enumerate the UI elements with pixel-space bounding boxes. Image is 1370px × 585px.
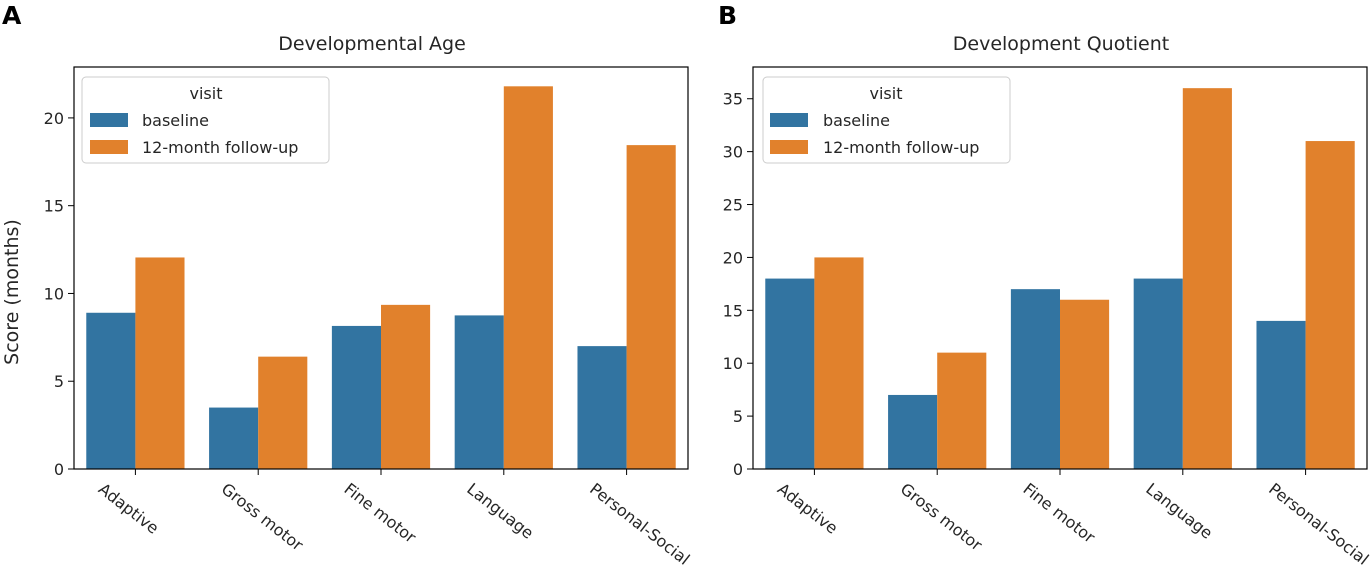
panel-a-bars bbox=[86, 86, 676, 469]
panel-b-legend-swatch-baseline bbox=[770, 113, 808, 127]
panel-b-bar-language-baseline bbox=[1133, 278, 1183, 469]
panel-a-xticks: Adaptive Gross motor Fine motor Language Per… bbox=[95, 469, 693, 569]
panel-b-xtick-label-gross-motor: Gross motor bbox=[897, 479, 986, 555]
panel-a-xtick-label-personal-social: Personal-Social bbox=[586, 479, 693, 569]
panel-b-bar-gross-motor-followup bbox=[937, 352, 987, 469]
panel-b-bar-personal-social-baseline bbox=[1256, 320, 1306, 469]
panel-a-legend-swatch-followup bbox=[90, 140, 128, 154]
panel-b-bar-adaptive-baseline bbox=[765, 278, 815, 469]
panel-a-ytick-label-0: 0 bbox=[54, 460, 64, 479]
panel-a-bar-personal-social-followup bbox=[626, 145, 676, 469]
panel-a-ylabel: Score (months) bbox=[1, 219, 23, 365]
panel-b-ytick-label-15: 15 bbox=[723, 301, 743, 320]
panel-a-legend-swatch-baseline bbox=[90, 113, 128, 127]
panel-a-bar-gross-motor-baseline bbox=[209, 407, 259, 469]
panel-a-ytick-label-15: 15 bbox=[44, 197, 64, 216]
panel-b-xtick-label-adaptive: Adaptive bbox=[774, 479, 841, 538]
panel-b-bar-language-followup bbox=[1182, 88, 1232, 469]
panel-a-legend-box bbox=[81, 76, 330, 164]
panel-b-bar-personal-social-followup bbox=[1305, 141, 1355, 470]
panel-b-xtick-label-language: Language bbox=[1142, 479, 1216, 543]
panel-b-yticks: 0 5 10 15 20 25 30 35 bbox=[723, 90, 753, 479]
panel-a-ytick-label-5: 5 bbox=[54, 372, 64, 391]
panel-a-ytick-label-20: 20 bbox=[44, 109, 64, 128]
panel-b-bar-fine-motor-baseline bbox=[1010, 289, 1060, 469]
panel-b-xtick-label-personal-social: Personal-Social bbox=[1265, 479, 1370, 569]
panel-b-ytick-label-5: 5 bbox=[733, 407, 743, 426]
panel-a-bar-fine-motor-followup bbox=[381, 304, 431, 469]
panel-b-ytick-label-35: 35 bbox=[723, 90, 743, 109]
panel-a-label: A bbox=[2, 1, 22, 30]
panel-b-legend-swatch-followup bbox=[770, 140, 808, 154]
panel-b-ytick-label-10: 10 bbox=[723, 354, 743, 373]
panel-a-xtick-label-fine-motor: Fine motor bbox=[341, 479, 420, 547]
panel-a-legend-label-baseline: baseline bbox=[142, 111, 209, 130]
panel-a-bar-adaptive-baseline bbox=[86, 312, 136, 469]
panel-b-ytick-label-0: 0 bbox=[733, 460, 743, 479]
panel-b-bar-gross-motor-baseline bbox=[888, 394, 938, 469]
panel-a-legend-title: visit bbox=[190, 84, 223, 103]
panel-b-legend: visit baseline 12-month follow-up bbox=[762, 76, 1011, 164]
panel-b: B Development Quotient 0 5 10 15 20 25 30 35 Ad… bbox=[718, 1, 1370, 569]
panel-a-ytick-label-10: 10 bbox=[44, 284, 64, 303]
panel-b-label: B bbox=[718, 1, 737, 30]
panel-b-ytick-label-25: 25 bbox=[723, 196, 743, 215]
panel-b-legend-label-followup: 12-month follow-up bbox=[823, 138, 979, 157]
panel-a-bar-personal-social-baseline bbox=[577, 346, 627, 469]
panel-b-legend-label-baseline: baseline bbox=[823, 111, 890, 130]
panel-b-ytick-label-20: 20 bbox=[723, 248, 743, 267]
panel-a-xtick-label-adaptive: Adaptive bbox=[95, 479, 162, 538]
panel-a-title: Developmental Age bbox=[278, 33, 466, 55]
panel-a: A Developmental Age Score (months) 0 5 10 1… bbox=[1, 1, 693, 569]
panel-a-yticks: 0 5 10 15 20 bbox=[44, 109, 74, 479]
panel-b-xticks: Adaptive Gross motor Fine motor Language Per… bbox=[774, 469, 1370, 569]
panel-a-axes-frame bbox=[73, 66, 689, 470]
panel-a-bar-fine-motor-baseline bbox=[331, 325, 381, 469]
panel-a-xtick-label-language: Language bbox=[463, 479, 537, 543]
panel-a-xtick-label-gross-motor: Gross motor bbox=[218, 479, 307, 555]
panel-a-bar-gross-motor-followup bbox=[258, 356, 308, 469]
panel-b-title: Development Quotient bbox=[953, 33, 1169, 55]
panel-a-bar-language-followup bbox=[503, 86, 553, 469]
panel-b-legend-box bbox=[762, 76, 1011, 164]
panel-a-legend-label-followup: 12-month follow-up bbox=[142, 138, 298, 157]
panel-a-legend: visit baseline 12-month follow-up bbox=[81, 76, 330, 164]
panel-b-ytick-label-30: 30 bbox=[723, 143, 743, 162]
panel-b-bars bbox=[765, 88, 1355, 470]
panel-b-axes-frame bbox=[752, 66, 1368, 470]
panel-a-bar-language-baseline bbox=[454, 315, 504, 469]
panel-b-bar-adaptive-followup bbox=[814, 257, 864, 469]
panel-b-xtick-label-fine-motor: Fine motor bbox=[1020, 479, 1099, 547]
panel-b-legend-title: visit bbox=[870, 84, 903, 103]
panel-a-bar-adaptive-followup bbox=[135, 257, 185, 469]
panel-b-bar-fine-motor-followup bbox=[1060, 299, 1110, 469]
